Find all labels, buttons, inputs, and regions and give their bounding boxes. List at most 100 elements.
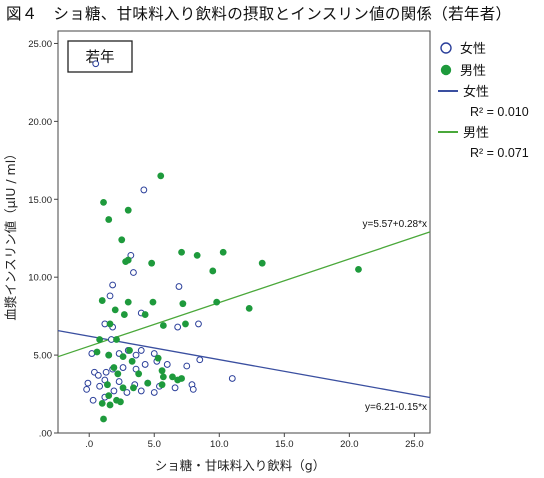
male-data-point (110, 364, 118, 371)
female-fit-equation: y=6.21-0.15*x (365, 402, 427, 413)
female-data-point (92, 60, 100, 68)
female-data-point (141, 361, 149, 368)
male-data-point (179, 300, 187, 308)
female-fit-line (57, 329, 431, 399)
legend-female-r2: R² = 0.010 (470, 105, 529, 119)
legend-male-r2: R² = 0.071 (470, 146, 529, 160)
male-data-point (106, 401, 114, 409)
male-data-point (141, 311, 149, 318)
male-fit-line (57, 231, 431, 358)
male-data-point (111, 306, 119, 314)
figure-title: 図４ ショ糖、甘味料入り飲料の摂取とインスリン値の関係（若年者） (6, 5, 512, 23)
female-data-point (175, 283, 183, 290)
female-data-point (123, 389, 131, 396)
female-data-point (89, 396, 97, 404)
male-data-point (158, 367, 166, 375)
male-data-point (124, 206, 132, 214)
male-data-point (118, 236, 126, 244)
female-data-point (228, 375, 236, 382)
legend-male-marker-label: 男性 (460, 64, 486, 79)
female-data-point (137, 387, 145, 395)
male-data-point (178, 375, 185, 382)
male-fit-equation: y=5.57+0.28*x (363, 219, 428, 230)
female-data-point (96, 382, 104, 390)
female-data-point (102, 368, 110, 376)
female-data-point (106, 292, 114, 300)
female-data-point (94, 371, 102, 379)
subgroup-label: 若年 (86, 49, 115, 66)
y-tick-label: 20.00 (28, 117, 52, 128)
male-data-point (122, 258, 130, 266)
male-data-point (157, 172, 165, 180)
male-data-point (219, 248, 227, 256)
male-data-point (258, 259, 266, 267)
female-data-point (115, 378, 123, 385)
y-axis-title: 血漿インスリン値（μIU / ml） (3, 147, 18, 320)
male-data-point (144, 379, 152, 387)
female-data-point (196, 356, 204, 364)
x-tick-label: .0 (85, 439, 93, 450)
female-data-point (109, 281, 117, 289)
male-data-point (135, 370, 143, 378)
male-data-point (100, 198, 107, 206)
legend-female-marker (440, 42, 452, 54)
male-data-point (178, 248, 185, 256)
legend-male-marker (440, 64, 452, 76)
male-data-point (128, 357, 136, 365)
male-data-point (355, 265, 362, 273)
female-data-point (83, 385, 91, 393)
y-tick-label: .00 (39, 429, 52, 440)
x-axis-title: ショ糖・甘味料入り飲料（g） (155, 458, 325, 473)
male-data-point (158, 381, 166, 389)
female-data-point (195, 320, 202, 328)
male-data-point (117, 398, 124, 406)
female-data-point (171, 384, 179, 392)
female-data-point (140, 186, 148, 194)
male-data-point (113, 336, 120, 343)
male-data-point (105, 392, 113, 400)
y-tick-label: 10.00 (28, 273, 52, 284)
female-data-point (150, 350, 158, 357)
female-data-point (189, 385, 197, 393)
legend-male-line-label: 男性 (463, 126, 489, 141)
male-data-point (105, 216, 113, 223)
male-data-point (159, 322, 167, 329)
male-data-point (169, 373, 176, 381)
male-data-point (100, 415, 107, 423)
male-data-point (126, 347, 133, 354)
female-data-point (84, 379, 92, 387)
x-tick-label: 25.0 (405, 439, 424, 450)
female-data-point (150, 389, 158, 396)
x-tick-label: 10.0 (210, 439, 229, 450)
female-data-point (130, 269, 137, 276)
male-data-point (105, 351, 113, 359)
male-data-point (154, 354, 162, 362)
y-tick-label: 5.00 (34, 351, 53, 362)
legend: 女性 男性 女性 R² = 0.010 男性 R² = 0.071 (438, 41, 529, 160)
male-data-point (245, 304, 253, 312)
male-data-point (98, 297, 106, 304)
male-data-point (149, 298, 157, 306)
legend-female-line-label: 女性 (463, 84, 489, 100)
female-data-point (119, 364, 127, 371)
plot-frame (57, 30, 431, 434)
male-data-point (106, 320, 114, 328)
male-data-point (96, 336, 104, 343)
male-data-point (104, 381, 111, 389)
male-data-point (120, 311, 128, 318)
male-data-point (213, 298, 221, 306)
female-data-point (110, 387, 118, 395)
female-data-point (137, 347, 145, 354)
female-data-point (163, 361, 171, 368)
x-tick-label: 5.0 (148, 439, 161, 450)
male-data-point (130, 384, 137, 392)
male-data-point (209, 267, 217, 275)
male-data-point (114, 370, 122, 378)
male-data-point (93, 348, 101, 356)
male-data-point (148, 259, 156, 267)
y-tick-label: 25.00 (28, 39, 52, 50)
y-tick-label: 15.00 (28, 195, 52, 206)
subgroup-box: 若年 (67, 40, 133, 73)
female-data-point (174, 323, 182, 331)
